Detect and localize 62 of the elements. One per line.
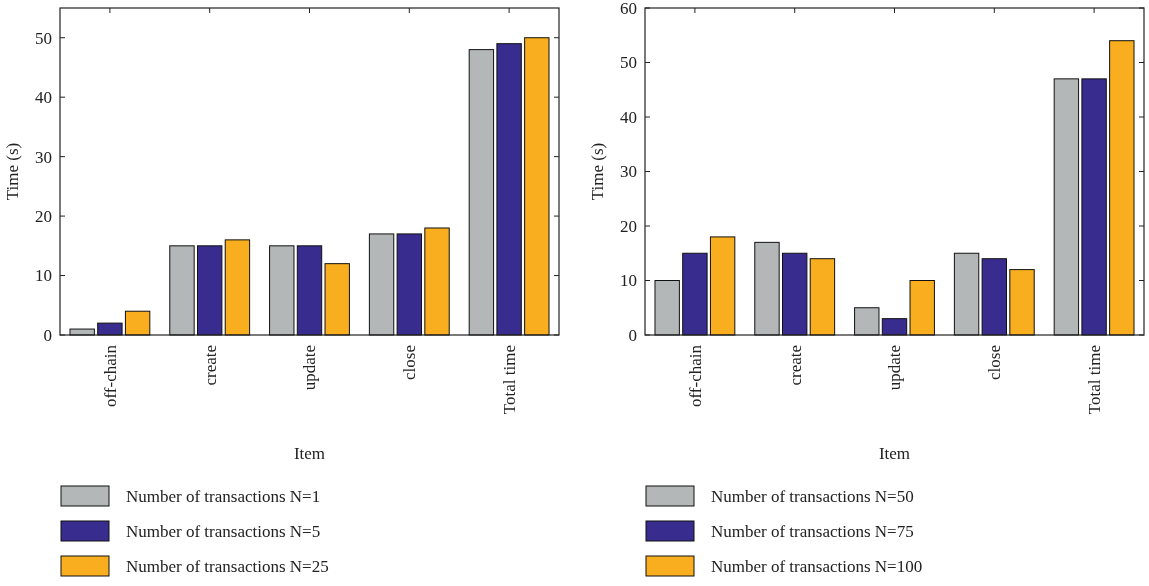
- bar: [654, 280, 680, 336]
- x-tick-label: Total time: [500, 345, 520, 415]
- legend-label: Number of transactions N=50: [711, 486, 914, 506]
- bar: [782, 252, 808, 336]
- x-tick-label: update: [300, 345, 320, 391]
- x-tick-label: Total time: [1085, 345, 1105, 415]
- bar: [709, 236, 736, 336]
- y-tick-label: 30: [620, 162, 637, 182]
- bar: [754, 241, 780, 336]
- bar: [296, 245, 323, 336]
- legend-label: Number of transactions N=5: [126, 521, 321, 541]
- bar: [524, 37, 550, 336]
- y-tick-label: 50: [35, 28, 52, 48]
- bar: [124, 310, 151, 336]
- y-tick-label: 40: [35, 88, 52, 108]
- y-tick-label: 0: [43, 325, 52, 345]
- bar: [424, 227, 450, 336]
- bar: [324, 263, 350, 336]
- bar: [496, 43, 522, 336]
- bar: [981, 258, 1007, 336]
- bar: [468, 49, 495, 336]
- y-tick-label: 50: [620, 53, 637, 73]
- x-axis-title: Item: [878, 444, 911, 463]
- legend-label: Number of transactions N=25: [126, 556, 329, 576]
- bar: [1009, 269, 1035, 336]
- bar: [1053, 78, 1080, 336]
- bar: [854, 307, 880, 336]
- bar: [224, 239, 251, 336]
- bar: [909, 280, 935, 336]
- bar: [953, 252, 980, 336]
- legend-label: Number of transactions N=1: [126, 486, 321, 506]
- x-tick-label: create: [200, 345, 220, 386]
- x-tick-label: create: [785, 345, 805, 386]
- y-tick-label: 10: [35, 266, 52, 286]
- y-tick-label: 20: [35, 207, 52, 227]
- y-axis-title: Time (s): [588, 142, 607, 201]
- bar: [97, 322, 123, 336]
- bar: [1081, 78, 1107, 336]
- x-tick-label: update: [885, 345, 905, 391]
- y-tick-label: 20: [620, 216, 637, 236]
- bar: [881, 318, 908, 336]
- y-tick-label: 30: [35, 147, 52, 167]
- bar: [1109, 40, 1135, 336]
- x-tick-label: close: [985, 345, 1005, 380]
- bar: [396, 233, 422, 336]
- x-axis-title: Item: [293, 444, 326, 463]
- y-tick-label: 60: [620, 0, 637, 18]
- y-axis-title: Time (s): [3, 142, 22, 201]
- bar: [682, 252, 708, 336]
- y-tick-label: 0: [628, 325, 637, 345]
- bar: [269, 245, 295, 336]
- legend-label: Number of transactions N=100: [711, 556, 923, 576]
- x-tick-label: off-chain: [685, 344, 705, 407]
- y-tick-label: 40: [620, 107, 637, 127]
- bar: [368, 233, 395, 336]
- y-tick-label: 10: [620, 271, 637, 291]
- x-tick-label: close: [400, 345, 420, 380]
- x-tick-label: off-chain: [100, 344, 120, 407]
- bar: [809, 258, 836, 336]
- bar: [169, 245, 195, 336]
- bar: [197, 245, 223, 336]
- legend-label: Number of transactions N=75: [711, 521, 914, 541]
